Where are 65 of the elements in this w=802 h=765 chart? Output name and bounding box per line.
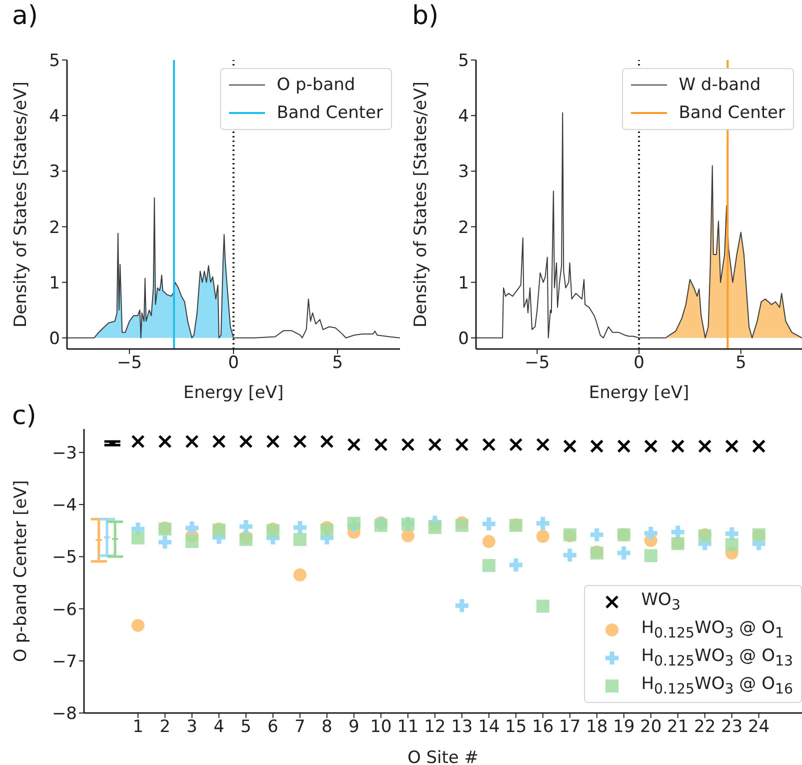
x-tick-label: 7 bbox=[294, 717, 306, 738]
x-tick-label: 12 bbox=[424, 717, 446, 738]
x-tick-label: 23 bbox=[721, 717, 743, 738]
x-tick-label: 20 bbox=[640, 717, 662, 738]
x-tick-label: 14 bbox=[478, 717, 500, 738]
y-tick-label: −4 bbox=[52, 496, 77, 516]
x-tick-label: 13 bbox=[451, 717, 473, 738]
x-tick-label: 4 bbox=[214, 717, 224, 738]
x-tick-label: 0 bbox=[228, 353, 239, 374]
x-axis-title: O Site # bbox=[407, 748, 479, 765]
y-tick-label: −6 bbox=[52, 600, 77, 620]
x-tick-label: 1 bbox=[132, 717, 144, 738]
x-tick-label: 8 bbox=[322, 717, 332, 738]
x-tick-label: 9 bbox=[348, 717, 360, 738]
x-tick-label: 16 bbox=[532, 717, 554, 738]
y-tick-label: 5 bbox=[49, 51, 60, 72]
y-tick-label: 1 bbox=[49, 273, 60, 294]
chart-title: b) bbox=[412, 1, 439, 31]
y-tick-label: −7 bbox=[52, 652, 77, 672]
y-tick-label: 2 bbox=[49, 218, 60, 238]
y-tick-label: 2 bbox=[458, 218, 469, 238]
x-axis-title: Energy [eV] bbox=[183, 383, 284, 403]
x-tick-label: −5 bbox=[524, 353, 550, 374]
x-tick-label: 10 bbox=[370, 717, 392, 738]
legend-label: W d-band bbox=[678, 75, 761, 95]
y-axis-title: Density of States [States/eV] bbox=[411, 81, 432, 328]
x-tick-label: 11 bbox=[397, 717, 419, 738]
y-tick-label: 3 bbox=[49, 162, 60, 182]
y-tick-label: −5 bbox=[52, 548, 77, 568]
x-axis-title: Energy [eV] bbox=[588, 383, 690, 403]
y-tick-label: 5 bbox=[458, 51, 469, 72]
y-tick-label: −8 bbox=[52, 704, 77, 724]
x-tick-label: −5 bbox=[116, 353, 142, 374]
y-axis-title: O p-band Center [eV] bbox=[11, 480, 32, 662]
x-tick-label: 3 bbox=[186, 717, 198, 738]
x-tick-label: 24 bbox=[748, 717, 770, 738]
x-tick-label: 2 bbox=[160, 717, 170, 738]
y-tick-label: 1 bbox=[458, 273, 469, 294]
y-tick-label: 4 bbox=[458, 106, 469, 127]
y-tick-label: 0 bbox=[49, 328, 60, 349]
x-tick-label: 5 bbox=[332, 353, 343, 374]
x-tick-label: 21 bbox=[667, 717, 689, 738]
y-tick-label: 3 bbox=[458, 162, 469, 182]
x-tick-label: 0 bbox=[634, 353, 644, 374]
legend-label: Band Center bbox=[678, 103, 785, 123]
legend-label: Band Center bbox=[276, 103, 383, 123]
y-tick-label: 4 bbox=[49, 106, 60, 127]
chart-title: c) bbox=[12, 401, 36, 431]
y-tick-label: 0 bbox=[458, 328, 469, 349]
y-axis-title: Density of States [States/eV] bbox=[11, 81, 32, 328]
x-tick-label: 19 bbox=[613, 717, 635, 738]
chart-title: a) bbox=[12, 1, 38, 31]
x-tick-label: 18 bbox=[586, 717, 608, 738]
legend-label: WO$_{3}$ bbox=[641, 590, 680, 614]
legend-label: O p-band bbox=[276, 75, 356, 95]
y-tick-label: −3 bbox=[52, 443, 77, 464]
x-tick-label: 6 bbox=[268, 717, 278, 738]
x-tick-label: 15 bbox=[505, 717, 527, 738]
x-tick-label: 17 bbox=[559, 717, 581, 738]
legend-label: H$_{0.125}$WO$_{3}$ @ O$_{16}$ bbox=[641, 674, 793, 698]
legend-label: H$_{0.125}$WO$_{3}$ @ O$_{13}$ bbox=[641, 646, 793, 670]
x-tick-label: 5 bbox=[735, 353, 746, 374]
legend-label: H$_{0.125}$WO$_{3}$ @ O$_{1}$ bbox=[641, 618, 784, 642]
x-tick-label: 5 bbox=[240, 717, 252, 738]
x-tick-label: 22 bbox=[694, 717, 716, 738]
